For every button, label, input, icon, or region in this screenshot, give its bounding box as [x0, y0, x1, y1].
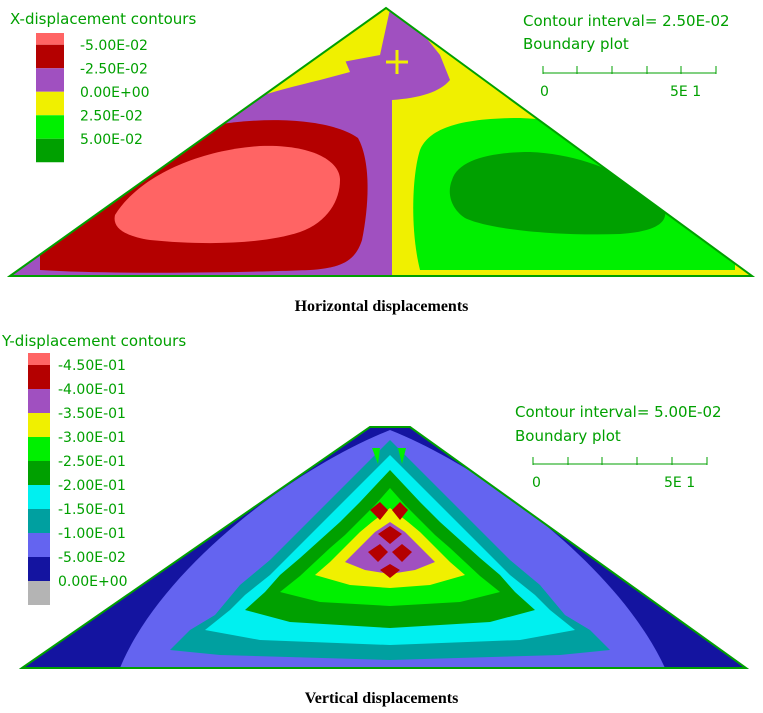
legend-label: -2.00E-01 [58, 478, 126, 494]
legend-swatch [28, 389, 50, 413]
scale-end-label: 5E 1 [664, 475, 695, 491]
contour-region-minus-04 [345, 522, 435, 574]
legend-swatch [36, 44, 64, 69]
legend-label: -2.50E-01 [58, 454, 126, 470]
legend-label: 5.00E-02 [80, 132, 143, 148]
legend-swatches [28, 353, 50, 605]
contour-region-minus-045 [368, 502, 412, 578]
scale-bar [532, 457, 708, 465]
legend-label: -5.00E-02 [80, 38, 148, 54]
vertical-contour-plot: Y-displacement contours -4.50E-01 -4.00E-… [1, 332, 750, 669]
legend-swatch [28, 509, 50, 533]
contour-interval-text: Contour interval= 2.50E-02 [523, 12, 730, 30]
legend-swatch [36, 68, 64, 92]
legend-label: -4.00E-01 [58, 382, 126, 398]
legend-swatch-top [36, 33, 64, 45]
horizontal-contour-plot: X-displacement contours -5.00E-02 -2.50E-… [6, 6, 756, 277]
contour-region-minus-0075 [114, 145, 340, 244]
legend-label: -3.00E-01 [58, 430, 126, 446]
legend-swatch [28, 485, 50, 509]
legend-swatch [28, 557, 50, 581]
boundary-plot-text: Boundary plot [523, 35, 629, 53]
legend-swatch-top [28, 353, 50, 365]
legend-swatch [28, 413, 50, 437]
dam-boundary-outline [18, 426, 750, 669]
legend-swatch [36, 91, 64, 116]
crest-artifact [386, 50, 408, 74]
scale-end-label: 5E 1 [670, 84, 701, 100]
legend-labels: -4.50E-01 -4.00E-01 -3.50E-01 -3.00E-01 -2.5… [58, 358, 128, 590]
horizontal-displacement-panel: X-displacement contours -5.00E-02 -2.50E-… [0, 0, 763, 290]
vertical-displacement-panel: Y-displacement contours -4.50E-01 -4.00E-… [0, 330, 763, 690]
legend-label: 0.00E+00 [58, 574, 128, 590]
legend-swatch [28, 365, 50, 389]
legend-swatch [36, 115, 64, 139]
contour-interval-text: Contour interval= 5.00E-02 [515, 403, 722, 421]
legend-swatch [28, 533, 50, 557]
legend-label: -1.50E-01 [58, 502, 126, 518]
horizontal-caption: Horizontal displacements [294, 298, 469, 315]
legend-swatches [36, 33, 64, 163]
vertical-caption: Vertical displacements [304, 690, 459, 707]
legend-swatch [28, 581, 50, 605]
legend-label: -2.50E-02 [80, 61, 148, 77]
scale-start-label: 0 [532, 475, 541, 491]
legend-label: 2.50E-02 [80, 108, 143, 124]
legend-labels: -5.00E-02 -2.50E-02 0.00E+00 2.50E-02 5.00E-… [80, 38, 150, 148]
legend-label: 0.00E+00 [80, 85, 150, 101]
scale-bar [542, 66, 717, 74]
legend-label: -5.00E-02 [58, 550, 126, 566]
legend-label: -4.50E-01 [58, 358, 126, 374]
legend-title: Y-displacement contours [1, 332, 186, 350]
legend-title: X-displacement contours [10, 10, 196, 28]
legend-swatch [36, 138, 64, 163]
legend-swatch [28, 461, 50, 485]
crest-notches [372, 448, 406, 464]
contour-region-plus-005 [449, 152, 666, 235]
legend-label: -3.50E-01 [58, 406, 126, 422]
legend-label: -1.00E-01 [58, 526, 126, 542]
legend-swatch [28, 437, 50, 461]
scale-start-label: 0 [540, 84, 549, 100]
boundary-plot-text: Boundary plot [515, 427, 621, 445]
contour-region-minus-0025-crest [392, 8, 450, 100]
